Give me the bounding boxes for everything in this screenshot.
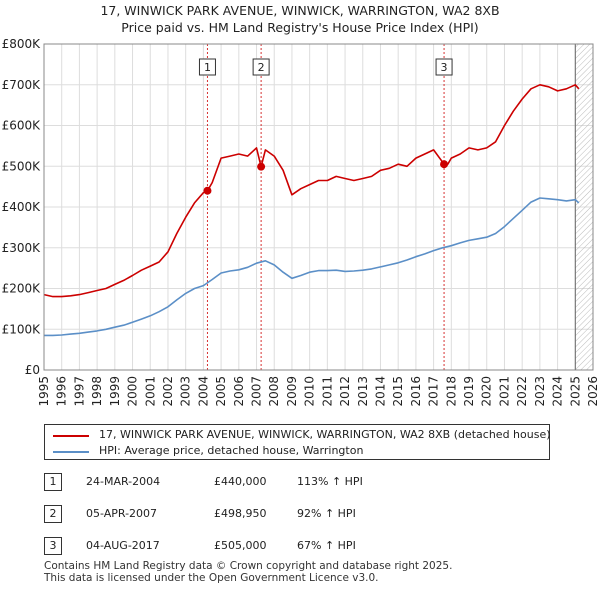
sale-date: 05-APR-2007 xyxy=(86,507,158,520)
legend: 17, WINWICK PARK AVENUE, WINWICK, WARRIN… xyxy=(44,424,551,460)
x-tick-label: 2023 xyxy=(533,376,547,407)
sale-marker-number: 3 xyxy=(441,61,448,74)
footer-licence: This data is licensed under the Open Gov… xyxy=(44,572,379,584)
sale-number-badge: 3 xyxy=(44,537,62,555)
x-tick-label: 2021 xyxy=(497,376,511,407)
sale-point xyxy=(203,186,212,195)
series-line-hpi xyxy=(44,197,580,337)
title-line-1: 17, WINWICK PARK AVENUE, WINWICK, WARRIN… xyxy=(100,3,500,18)
x-tick-label: 2026 xyxy=(586,376,600,407)
y-tick-label: £400K xyxy=(2,200,42,214)
x-tick-label: 2001 xyxy=(143,376,157,407)
sale-row: 2 05-APR-2007 £498,950 92% ↑ HPI xyxy=(44,505,584,525)
sale-marker-label: 3 xyxy=(435,58,453,76)
x-tick-label: 2019 xyxy=(462,376,476,407)
x-tick-label: 2016 xyxy=(409,376,423,407)
x-tick-label: 2014 xyxy=(373,376,387,407)
x-tick-label: 2008 xyxy=(267,376,281,407)
x-tick-label: 2003 xyxy=(179,376,193,407)
sale-row: 3 04-AUG-2017 £505,000 67% ↑ HPI xyxy=(44,537,584,557)
legend-swatch-property xyxy=(53,435,89,437)
x-tick-label: 2024 xyxy=(551,376,565,407)
series-line-property xyxy=(43,84,580,298)
x-tick-label: 2009 xyxy=(285,376,299,407)
sale-hpi-change: 92% ↑ HPI xyxy=(297,507,356,520)
x-tick-label: 1999 xyxy=(108,376,122,407)
sale-hpi-change: 113% ↑ HPI xyxy=(297,475,363,488)
x-tick-label: 2018 xyxy=(444,376,458,407)
y-tick-label: £100K xyxy=(2,322,42,336)
x-tick-label: 2002 xyxy=(161,376,175,407)
sale-marker-number: 1 xyxy=(204,61,211,74)
x-tick-label: 2013 xyxy=(356,376,370,407)
x-tick-label: 1998 xyxy=(90,376,104,407)
x-tick-label: 2010 xyxy=(303,376,317,407)
x-tick-label: 2006 xyxy=(232,376,246,407)
chart-title: 17, WINWICK PARK AVENUE, WINWICK, WARRIN… xyxy=(0,2,600,36)
x-tick-label: 2011 xyxy=(320,376,334,407)
legend-label-hpi: HPI: Average price, detached house, Warr… xyxy=(99,444,364,457)
x-tick-label: 2020 xyxy=(480,376,494,407)
sale-date: 04-AUG-2017 xyxy=(86,539,160,552)
y-tick-label: £500K xyxy=(2,159,42,173)
sale-marker-number: 2 xyxy=(258,61,265,74)
sale-marker-box xyxy=(435,58,453,76)
sale-number-badge: 1 xyxy=(44,473,62,491)
y-tick-label: £600K xyxy=(2,119,42,133)
x-tick-label: 2012 xyxy=(338,376,352,407)
x-tick-label: 2022 xyxy=(515,376,529,407)
sale-hpi-change: 67% ↑ HPI xyxy=(297,539,356,552)
x-tick-label: 2017 xyxy=(427,376,441,407)
sale-marker-label: 2 xyxy=(252,58,270,76)
sale-point xyxy=(257,162,266,171)
x-tick-label: 2015 xyxy=(391,376,405,407)
footer-copyright: Contains HM Land Registry data © Crown c… xyxy=(44,560,453,572)
x-tick-label: 1996 xyxy=(55,376,69,407)
y-tick-label: £700K xyxy=(2,78,42,92)
y-tick-label: £300K xyxy=(2,241,42,255)
y-tick-label: £800K xyxy=(2,37,42,51)
sale-number-badge: 2 xyxy=(44,505,62,523)
sale-price: £498,950 xyxy=(214,507,267,520)
x-tick-label: 2000 xyxy=(126,376,140,407)
x-tick-label: 2025 xyxy=(568,376,582,407)
x-tick-label: 1995 xyxy=(37,376,51,407)
price-chart: 1 2 3 £0 £100K £200K £300K £400K £500K £600K £700… xyxy=(2,37,600,407)
forecast-hatch-area xyxy=(575,44,593,370)
sale-row: 1 24-MAR-2004 £440,000 113% ↑ HPI xyxy=(44,473,584,493)
x-tick-label: 2004 xyxy=(196,376,210,407)
sale-point xyxy=(440,160,449,169)
x-tick-label: 2007 xyxy=(250,376,264,407)
y-tick-label: £200K xyxy=(2,282,42,296)
legend-swatch-hpi xyxy=(53,451,89,453)
sale-marker-label: 1 xyxy=(198,58,216,76)
sale-price: £505,000 xyxy=(214,539,267,552)
sale-date: 24-MAR-2004 xyxy=(86,475,161,488)
title-line-2: Price paid vs. HM Land Registry's House … xyxy=(121,20,479,35)
sale-marker-box xyxy=(252,58,270,76)
legend-label-property: 17, WINWICK PARK AVENUE, WINWICK, WARRIN… xyxy=(99,428,551,441)
x-tick-label: 2005 xyxy=(214,376,228,407)
x-tick-label: 1997 xyxy=(72,376,86,407)
plot-frame xyxy=(43,43,594,371)
sale-price: £440,000 xyxy=(214,475,267,488)
sale-marker-box xyxy=(198,58,216,76)
y-tick-label: £0 xyxy=(25,363,40,377)
footer: Contains HM Land Registry data © Crown c… xyxy=(44,560,452,584)
